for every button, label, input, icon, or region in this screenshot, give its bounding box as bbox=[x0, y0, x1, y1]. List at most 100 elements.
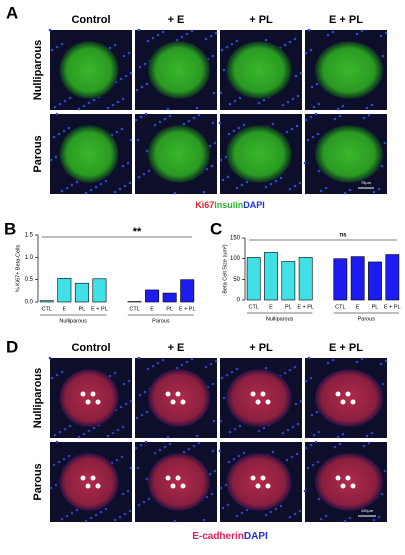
nucleus bbox=[123, 383, 126, 386]
group-label: Parous bbox=[152, 318, 170, 324]
nucleus bbox=[313, 106, 316, 109]
nucleus bbox=[284, 372, 287, 375]
nucleus bbox=[356, 33, 359, 36]
islet bbox=[59, 125, 118, 183]
nucleus bbox=[378, 516, 381, 519]
lumen bbox=[256, 400, 261, 405]
x-tick-label: CTL bbox=[129, 306, 139, 312]
nucleus bbox=[344, 192, 347, 195]
lumen bbox=[261, 476, 266, 481]
nucleus bbox=[66, 187, 69, 190]
nucleus bbox=[145, 441, 148, 444]
nucleus bbox=[68, 127, 71, 130]
nucleus bbox=[363, 445, 366, 448]
nucleus bbox=[88, 430, 91, 433]
nucleus bbox=[263, 427, 266, 430]
nucleus bbox=[213, 420, 216, 423]
nucleus bbox=[95, 186, 98, 189]
nucleus bbox=[136, 417, 139, 420]
nucleus bbox=[289, 516, 292, 519]
nucleus bbox=[140, 444, 143, 447]
nucleus bbox=[59, 103, 62, 106]
lumen bbox=[166, 392, 171, 397]
nucleus bbox=[121, 128, 124, 131]
nucleus bbox=[95, 514, 98, 517]
x-tick-label: E + PL bbox=[297, 304, 314, 310]
nucleus bbox=[258, 430, 261, 433]
nucleus bbox=[186, 361, 189, 364]
nucleus bbox=[297, 423, 300, 426]
nucleus bbox=[382, 55, 385, 58]
nucleus bbox=[157, 362, 160, 365]
nucleus bbox=[55, 484, 58, 487]
nucleus bbox=[310, 377, 313, 380]
panel-letter: B bbox=[4, 219, 16, 238]
nucleus bbox=[289, 188, 292, 191]
nucleus bbox=[144, 63, 147, 66]
nucleus bbox=[114, 519, 117, 522]
bar bbox=[145, 290, 158, 302]
nucleus bbox=[129, 510, 132, 513]
nucleus bbox=[385, 32, 388, 35]
bar bbox=[40, 301, 53, 302]
lumen bbox=[336, 392, 341, 397]
nucleus bbox=[169, 443, 172, 446]
islet bbox=[59, 41, 118, 99]
panel-letter: D bbox=[6, 337, 18, 356]
nucleus bbox=[66, 515, 69, 518]
y-tick-label: 0.5 bbox=[25, 277, 34, 283]
nucleus bbox=[141, 414, 144, 417]
nucleus bbox=[152, 37, 155, 40]
nucleus bbox=[221, 49, 224, 52]
nucleus bbox=[54, 434, 57, 437]
nucleus bbox=[205, 38, 208, 41]
nucleus bbox=[154, 124, 157, 127]
nucleus bbox=[382, 383, 385, 386]
nucleus bbox=[56, 374, 59, 377]
nucleus bbox=[51, 49, 54, 52]
nucleus bbox=[212, 122, 215, 125]
nucleus bbox=[361, 30, 364, 33]
nucleus bbox=[315, 113, 318, 116]
nucleus bbox=[88, 102, 91, 105]
nucleus bbox=[193, 445, 196, 448]
nucleus bbox=[265, 367, 268, 370]
nucleus bbox=[68, 455, 71, 458]
nucleus bbox=[220, 159, 223, 162]
nucleus bbox=[61, 371, 64, 374]
nucleus bbox=[368, 442, 371, 445]
nucleus bbox=[112, 432, 115, 435]
panel-letter: A bbox=[6, 3, 18, 22]
nucleus bbox=[85, 192, 88, 195]
nucleus bbox=[148, 498, 151, 501]
islet bbox=[315, 125, 383, 183]
nucleus bbox=[305, 380, 308, 383]
islet bbox=[59, 369, 118, 427]
nucleus bbox=[311, 414, 314, 417]
lumen bbox=[251, 476, 256, 481]
nucleus bbox=[238, 127, 241, 130]
nucleus bbox=[318, 431, 321, 434]
nucleus bbox=[332, 359, 335, 362]
nucleus bbox=[284, 44, 287, 47]
nucleus bbox=[76, 181, 79, 184]
lumen bbox=[166, 476, 171, 481]
nucleus bbox=[157, 34, 160, 37]
nucleus bbox=[69, 97, 72, 100]
nucleus bbox=[371, 104, 374, 107]
nucleus bbox=[214, 142, 217, 145]
nucleus bbox=[380, 363, 383, 366]
nucleus bbox=[265, 186, 268, 189]
nucleus bbox=[236, 515, 239, 518]
bar bbox=[181, 280, 194, 302]
nucleus bbox=[191, 30, 194, 33]
nucleus bbox=[76, 509, 79, 512]
islet bbox=[148, 125, 210, 183]
nucleus bbox=[263, 99, 266, 102]
nucleus bbox=[344, 520, 347, 523]
panel-letter: C bbox=[210, 219, 222, 238]
nucleus bbox=[107, 107, 110, 110]
nucleus bbox=[135, 119, 138, 122]
nucleus bbox=[305, 447, 308, 450]
nucleus bbox=[164, 118, 167, 121]
